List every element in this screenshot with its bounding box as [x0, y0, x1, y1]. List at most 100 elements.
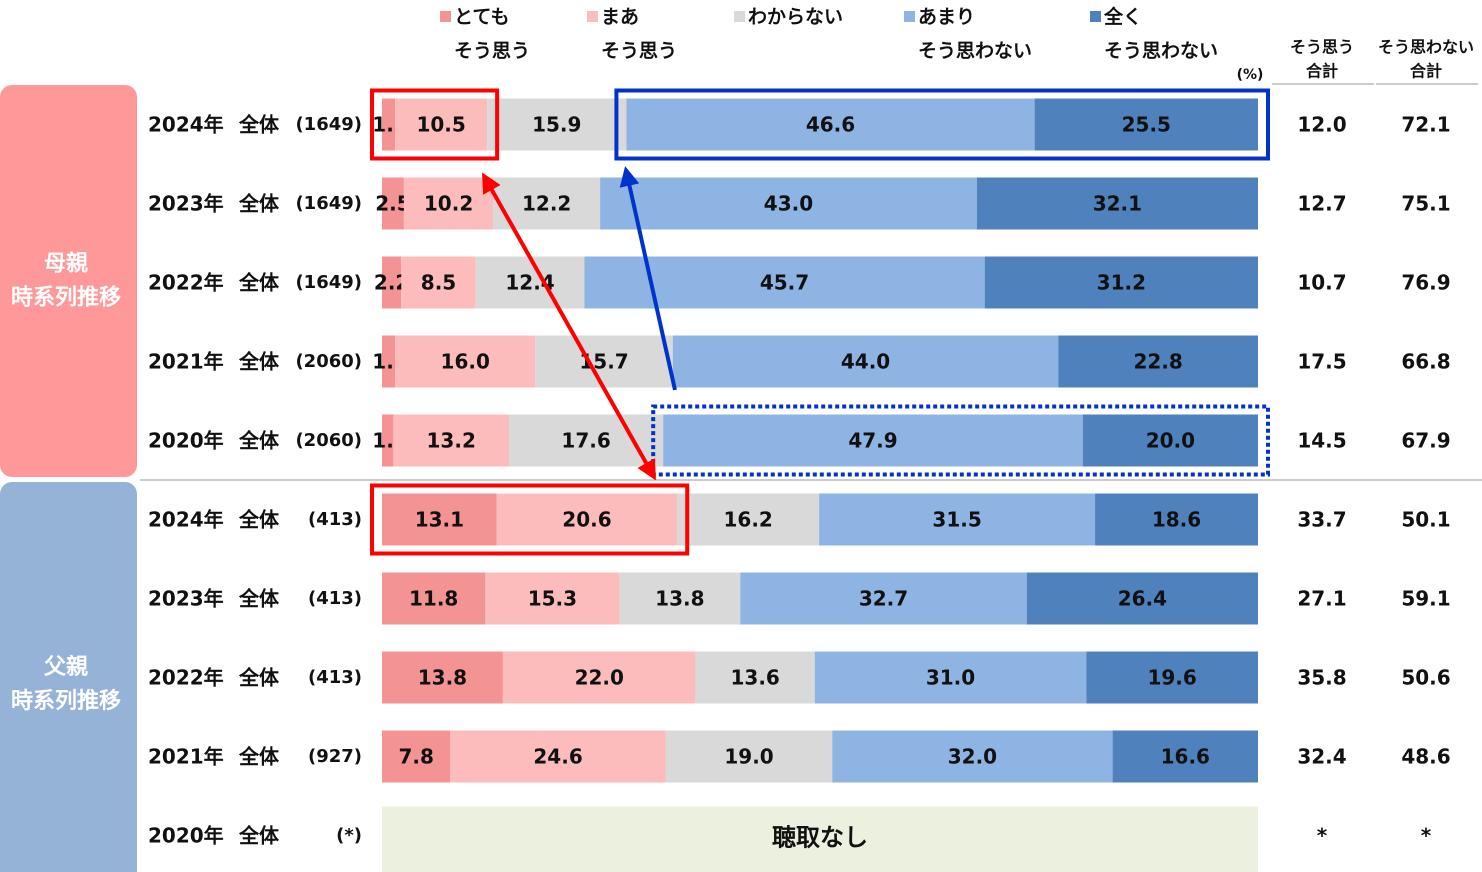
disagree-total: 50.1: [1401, 508, 1450, 532]
row-segment: 全体: [238, 350, 280, 374]
data-label-somewhat_agree: 13.2: [427, 429, 476, 453]
group-sublabel-0: 時系列推移: [11, 285, 121, 311]
data-label-not_really: 31.0: [926, 666, 975, 690]
data-label-very_agree: 13.1: [415, 508, 464, 532]
data-label-somewhat_agree: 10.5: [416, 113, 465, 137]
row-year: 2020年: [148, 824, 224, 848]
row-segment: 全体: [238, 271, 280, 295]
group-label-1: 父親: [44, 655, 88, 680]
data-label-dont_know: 15.9: [532, 113, 581, 137]
bar-segment-somewhat_agree: [401, 256, 476, 309]
row-n: (1649): [295, 193, 362, 214]
data-label-somewhat_agree: 22.0: [575, 666, 624, 690]
data-label-not_at_all: 22.8: [1133, 350, 1182, 374]
agree-total: 10.7: [1297, 271, 1346, 295]
legend-swatch-not_really: [904, 11, 915, 22]
bar-segment-not_at_all: [1082, 414, 1258, 467]
legend-label2-not_at_all: そう思わない: [1104, 40, 1218, 62]
highlight-box-2: [370, 483, 690, 556]
bar-segment-not_at_all: [1086, 651, 1258, 704]
agree-total: 32.4: [1297, 745, 1346, 769]
row-segment: 全体: [238, 745, 280, 769]
bar-segment-dont_know: [487, 98, 627, 151]
data-label-not_really: 47.9: [848, 429, 897, 453]
data-label-not_at_all: 25.5: [1122, 113, 1171, 137]
row-segment: 全体: [238, 113, 280, 137]
bar-segment-very_agree: [382, 98, 396, 151]
bar-segment-not_at_all: [1095, 493, 1258, 546]
row-year: 2022年: [148, 271, 224, 295]
row-n: (927): [308, 746, 362, 767]
bar-segment-not_really: [672, 335, 1059, 388]
bar-segment-dont_know: [677, 493, 820, 546]
data-label-somewhat_agree: 15.3: [528, 587, 577, 611]
bar-segment-very_agree: [382, 730, 451, 783]
disagree-total: 50.6: [1401, 666, 1450, 690]
legend-label-very_agree: とても: [454, 6, 509, 28]
group-label-0: 母親: [44, 252, 88, 277]
row-n: (413): [308, 588, 362, 609]
row-year: 2020年: [148, 429, 224, 453]
legend-label2-very_agree: そう思う: [454, 40, 530, 62]
data-label-dont_know: 13.6: [730, 666, 779, 690]
data-label-not_at_all: 32.1: [1093, 192, 1142, 216]
legend-label2-somewhat_agree: そう思う: [601, 40, 677, 62]
legend-swatch-not_at_all: [1090, 11, 1101, 22]
agree-total: 14.5: [1297, 429, 1346, 453]
bar-segment-very_agree: [382, 414, 394, 467]
row-n: (*): [336, 825, 362, 846]
legend-swatch-dont_know: [734, 11, 745, 22]
disagree-total: 66.8: [1401, 350, 1450, 374]
bar-segment-somewhat_agree: [485, 572, 620, 625]
highlight-box-1: [614, 88, 1270, 161]
row-year: 2024年: [148, 113, 224, 137]
data-label-not_really: 43.0: [764, 192, 813, 216]
row-n: (2060): [295, 351, 362, 372]
agree-total: 12.7: [1297, 192, 1346, 216]
bar-segment-not_really: [832, 730, 1113, 783]
agree-total: 33.7: [1297, 508, 1346, 532]
data-label-not_at_all: 16.6: [1161, 745, 1210, 769]
bar-segment-not_really: [819, 493, 1096, 546]
bar-segment-somewhat_agree: [403, 177, 494, 230]
disagree-total: 72.1: [1401, 113, 1450, 137]
bar-segment-very_agree: [382, 493, 497, 546]
data-label-dont_know: 13.8: [655, 587, 704, 611]
row-year: 2023年: [148, 192, 224, 216]
data-label-not_at_all: 18.6: [1152, 508, 1201, 532]
row-segment: 全体: [238, 429, 280, 453]
row-n: (413): [308, 509, 362, 530]
data-label-not_really: 32.7: [859, 587, 908, 611]
disagree-total: *: [1421, 824, 1432, 848]
summary-header-2-line2: 合計: [1410, 62, 1442, 81]
legend-label-not_at_all: 全く: [1103, 5, 1142, 28]
data-label-not_really: 46.6: [806, 113, 855, 137]
bar-segment-somewhat_agree: [496, 493, 678, 546]
data-label-very_agree: 11.8: [409, 587, 458, 611]
data-label-not_at_all: 26.4: [1118, 587, 1167, 611]
data-label-somewhat_agree: 10.2: [424, 192, 473, 216]
summary-header-1-line2: 合計: [1306, 62, 1338, 81]
bar-segment-not_really: [626, 98, 1035, 151]
row-segment: 全体: [238, 824, 280, 848]
bar-segment-very_agree: [382, 177, 404, 230]
bar-segment-not_at_all: [976, 177, 1258, 230]
bar-segment-not_at_all: [1058, 335, 1258, 388]
row-year: 2021年: [148, 745, 224, 769]
disagree-total: 75.1: [1401, 192, 1450, 216]
data-label-dont_know: 12.2: [522, 192, 571, 216]
agree-total: 27.1: [1297, 587, 1346, 611]
bar-segment-somewhat_agree: [502, 651, 696, 704]
bar-segment-not_at_all: [984, 256, 1258, 309]
group-sublabel-1: 時系列推移: [11, 688, 121, 714]
legend-label-not_really: あまり: [918, 6, 975, 28]
row-year: 2022年: [148, 666, 224, 690]
data-label-not_at_all: 20.0: [1146, 429, 1195, 453]
highlight-arrow-red: [482, 172, 656, 481]
row-year: 2023年: [148, 587, 224, 611]
row-n: (2060): [295, 430, 362, 451]
agree-total: 35.8: [1297, 666, 1346, 690]
group-panel-0: [0, 85, 137, 477]
legend-swatch-very_agree: [440, 11, 451, 22]
data-label-not_at_all: 31.2: [1097, 271, 1146, 295]
